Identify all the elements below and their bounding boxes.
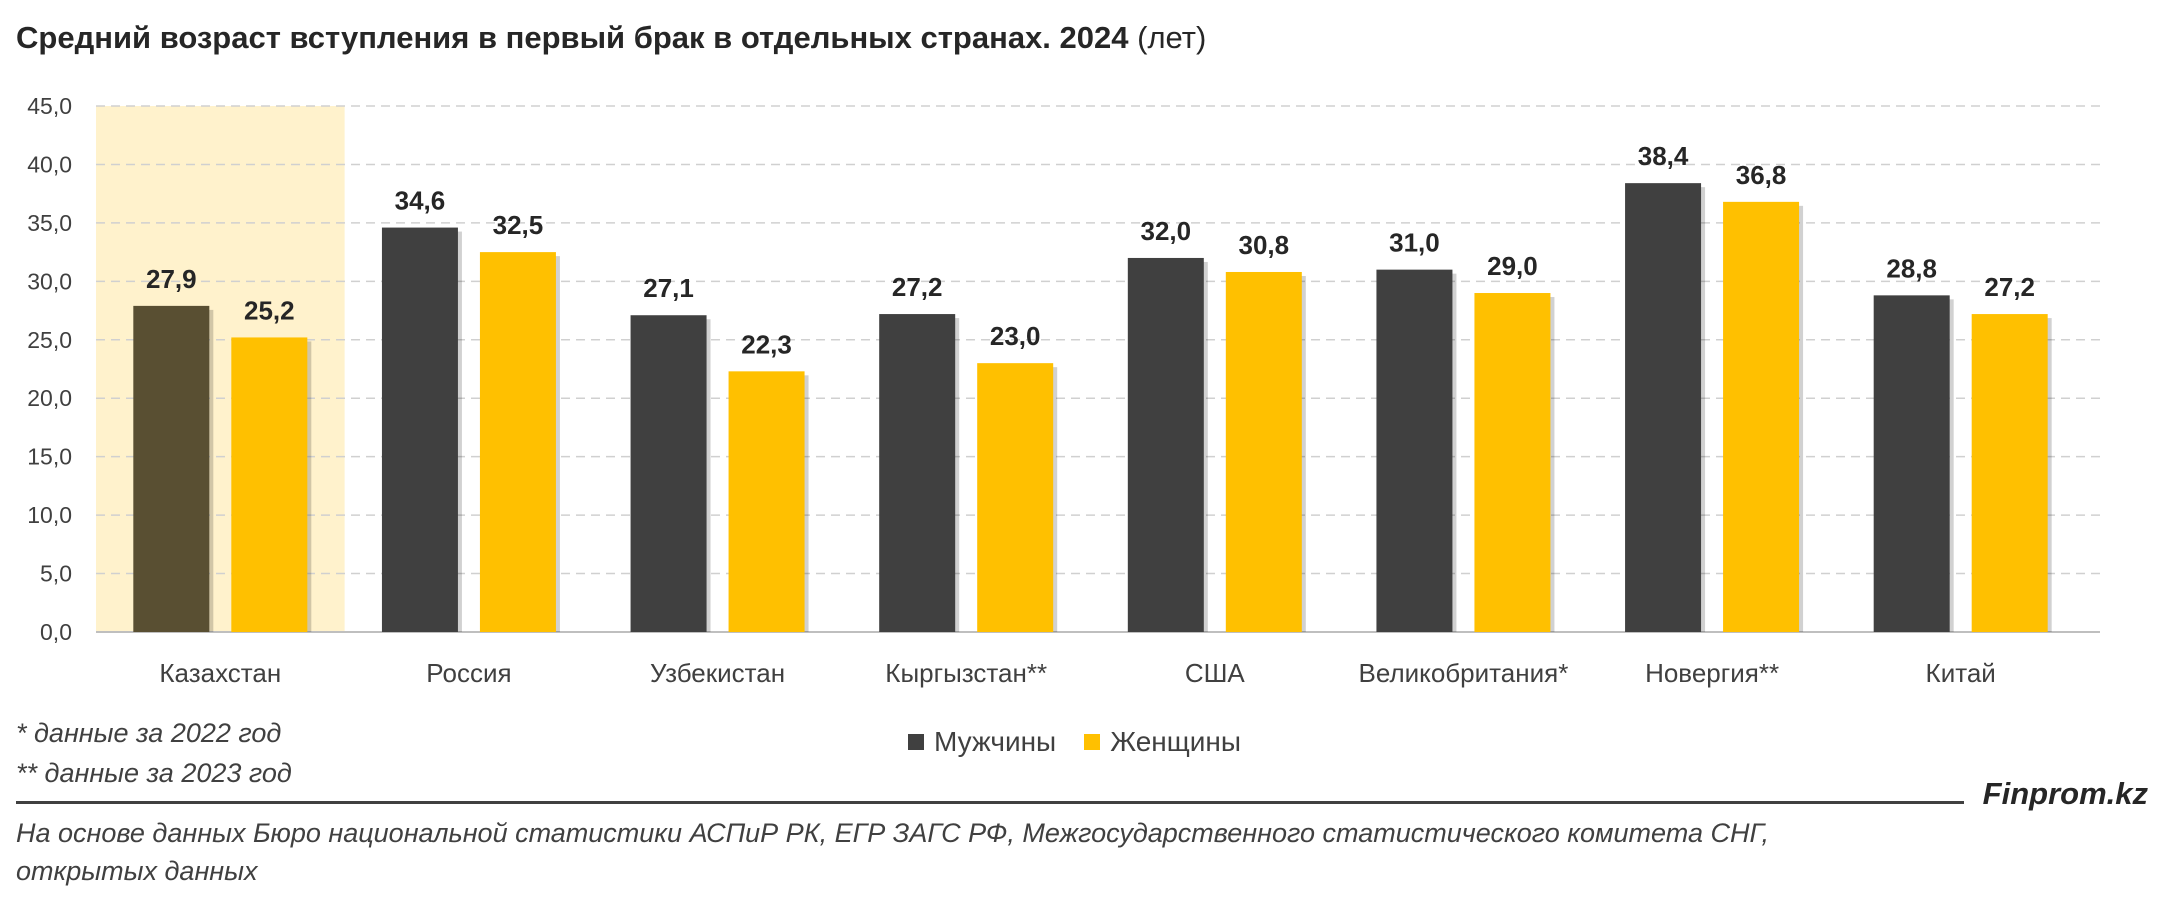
source-line-1: На основе данных Бюро национальной стати… bbox=[16, 818, 1769, 848]
data-label-men: 34,6 bbox=[395, 186, 446, 216]
data-label-women: 30,8 bbox=[1239, 230, 1290, 260]
legend-label-men: Мужчины bbox=[934, 726, 1057, 757]
data-label-women: 25,2 bbox=[244, 295, 295, 325]
legend: Мужчины Женщины bbox=[908, 726, 1269, 758]
data-label-women: 22,3 bbox=[741, 329, 792, 359]
chart-title-main: Средний возраст вступления в первый брак… bbox=[16, 20, 1129, 55]
category-label: Казахстан bbox=[159, 658, 281, 688]
data-label-men: 27,2 bbox=[892, 272, 943, 302]
bar-women bbox=[231, 337, 308, 632]
bar-women bbox=[728, 371, 805, 632]
category-label: Великобритания* bbox=[1359, 658, 1569, 688]
footnote-2023: ** данные за 2023 год bbox=[16, 758, 292, 788]
data-label-men: 31,0 bbox=[1389, 228, 1440, 258]
category-label: Новергия** bbox=[1645, 658, 1779, 688]
y-tick-label: 20,0 bbox=[27, 385, 72, 411]
data-label-men: 28,8 bbox=[1886, 253, 1937, 283]
y-tick-label: 25,0 bbox=[27, 327, 72, 353]
legend-item-women: Женщины bbox=[1084, 726, 1241, 758]
bar-men bbox=[630, 315, 707, 632]
category-label: США bbox=[1185, 658, 1246, 688]
y-tick-label: 45,0 bbox=[27, 93, 72, 119]
bar-men bbox=[1625, 183, 1702, 632]
bar-men bbox=[1873, 295, 1950, 632]
data-label-women: 27,2 bbox=[1984, 272, 2035, 302]
bar-women bbox=[479, 252, 556, 632]
y-tick-label: 40,0 bbox=[27, 151, 72, 177]
bar-men bbox=[1127, 257, 1204, 632]
y-tick-label: 15,0 bbox=[27, 444, 72, 470]
bar-women bbox=[1225, 271, 1302, 632]
y-tick-label: 0,0 bbox=[40, 619, 72, 645]
bar-women bbox=[1723, 201, 1800, 633]
data-label-women: 32,5 bbox=[493, 210, 544, 240]
data-label-women: 23,0 bbox=[990, 321, 1041, 351]
legend-label-women: Женщины bbox=[1110, 726, 1241, 757]
footnote-2022: * данные за 2022 год bbox=[16, 718, 282, 748]
data-label-women: 29,0 bbox=[1487, 251, 1538, 281]
bar-men bbox=[879, 314, 956, 632]
footer-divider bbox=[16, 801, 1964, 804]
data-label-men: 27,9 bbox=[146, 264, 197, 294]
y-tick-label: 5,0 bbox=[40, 561, 72, 587]
category-label: Китай bbox=[1926, 658, 1996, 688]
category-label: Узбекистан bbox=[650, 658, 785, 688]
source-line-2: открытых данных bbox=[16, 856, 258, 886]
bar-women bbox=[1474, 293, 1551, 632]
category-label: Кыргызстан** bbox=[885, 658, 1047, 688]
chart-title-unit: (лет) bbox=[1137, 20, 1207, 55]
bar-men bbox=[381, 227, 458, 632]
bar-women bbox=[977, 363, 1054, 632]
legend-swatch-men bbox=[908, 734, 924, 750]
legend-swatch-women bbox=[1084, 734, 1101, 750]
data-label-men: 27,1 bbox=[643, 273, 694, 303]
y-tick-label: 10,0 bbox=[27, 502, 72, 528]
brand-logo-text: Finprom.kz bbox=[1982, 776, 2148, 811]
legend-item-men: Мужчины bbox=[908, 726, 1056, 758]
bar-chart: 0,0 5,0 10,0 15,0 20,0 25,0 30,0 35,0 40,0 45,0 27… bbox=[27, 93, 2100, 688]
data-label-men: 38,4 bbox=[1638, 141, 1689, 171]
bar-men bbox=[133, 305, 210, 632]
y-tick-label: 30,0 bbox=[27, 268, 72, 294]
y-tick-label: 35,0 bbox=[27, 210, 72, 236]
category-label: Россия bbox=[426, 658, 511, 688]
data-label-women: 36,8 bbox=[1736, 160, 1787, 190]
data-label-men: 32,0 bbox=[1141, 216, 1192, 246]
bar-women bbox=[1971, 314, 2048, 632]
bar-men bbox=[1376, 269, 1453, 632]
chart-title: Средний возраст вступления в первый брак… bbox=[16, 20, 1206, 56]
